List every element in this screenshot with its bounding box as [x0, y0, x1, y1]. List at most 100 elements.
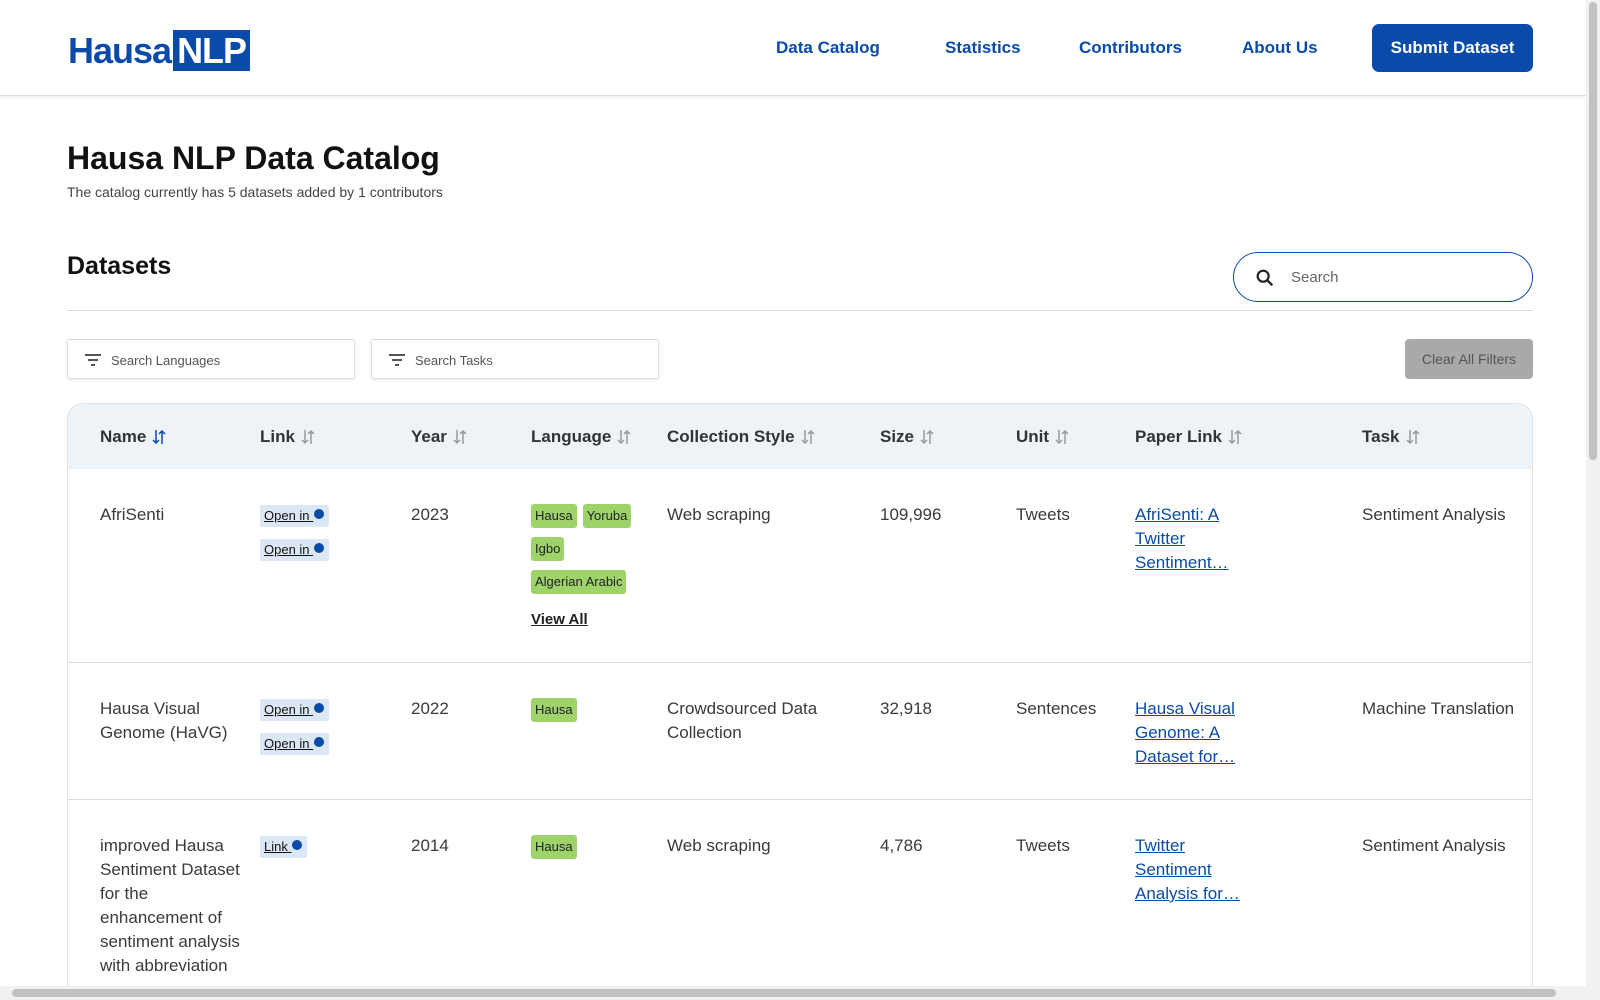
sort-icon[interactable]: [617, 428, 631, 446]
header: Hausa NLP Data Catalog Statistics Contrib…: [0, 0, 1586, 96]
nav-link[interactable]: Contributors: [1079, 38, 1182, 57]
task: Sentiment Analysis: [1362, 836, 1506, 855]
link-pill[interactable]: Open in: [260, 505, 330, 527]
language-tag: Yoruba: [582, 504, 632, 528]
search-box[interactable]: Search: [1233, 252, 1533, 302]
name-cell: Hausa Visual Genome (HaVG): [100, 663, 260, 769]
column-label: Collection Style: [667, 426, 795, 446]
submit-button[interactable]: Submit Dataset: [1372, 24, 1533, 72]
year-cell: 2023: [411, 469, 531, 632]
collection-style: Web scraping: [667, 505, 771, 524]
paper-link[interactable]: AfriSenti: A Twitter Sentiment…: [1135, 505, 1229, 572]
collection-cell: Crowdsourced Data Collection: [667, 663, 880, 769]
size-cell: 4,786: [880, 800, 1016, 978]
nav-link[interactable]: About Us: [1242, 38, 1318, 57]
unit: Tweets: [1016, 836, 1070, 855]
unit-cell: Sentences: [1016, 663, 1135, 769]
dataset-name: Hausa Visual Genome (HaVG): [100, 699, 228, 742]
dataset-name: AfriSenti: [100, 505, 165, 524]
paper-link[interactable]: Hausa Visual Genome: A Dataset for…: [1135, 699, 1236, 766]
year-cell: 2022: [411, 663, 531, 769]
link-icon: [314, 737, 325, 747]
size-cell: 32,918: [880, 663, 1016, 769]
year: 2022: [411, 699, 449, 718]
subtitle: The catalog currently has 5 datasets add…: [67, 184, 443, 200]
link-pill[interactable]: Link: [260, 836, 308, 858]
nav-link[interactable]: Statistics: [945, 38, 1021, 57]
language-filter[interactable]: Search Languages: [67, 339, 355, 379]
link-cell: Link: [260, 800, 411, 978]
link-cell: Open in Open in: [260, 663, 411, 769]
sort-icon[interactable]: [1228, 428, 1242, 446]
task-cell: Sentiment Analysis: [1362, 800, 1532, 978]
paper-link[interactable]: Twitter Sentiment Analysis for…: [1135, 836, 1240, 903]
viewport: Hausa NLP Data Catalog Statistics Contrib…: [0, 0, 1586, 986]
paper-cell: AfriSenti: A Twitter Sentiment…: [1135, 469, 1362, 632]
dataset-table: Name Link Year Language Collection Style Size…: [67, 403, 1533, 986]
search-placeholder: Search: [1291, 269, 1339, 286]
scroll-thumb[interactable]: [1589, 2, 1597, 460]
link-icon: [292, 840, 303, 850]
column-label: Name: [100, 426, 147, 446]
column-header[interactable]: Unit: [1016, 427, 1135, 447]
sort-icon[interactable]: [801, 428, 815, 446]
view-all-link[interactable]: View All: [531, 611, 588, 628]
sort-icon[interactable]: [453, 428, 467, 446]
column-label: Year: [411, 426, 447, 446]
task-filter[interactable]: Search Tasks: [371, 339, 659, 379]
size-cell: 109,996: [880, 469, 1016, 632]
link-icon: [314, 543, 325, 553]
size: 109,996: [880, 505, 942, 524]
language-cell: Hausa Yoruba Igbo Algerian Arabic View All: [531, 469, 667, 632]
sort-icon[interactable]: [1405, 428, 1420, 446]
logo[interactable]: Hausa NLP: [68, 30, 251, 72]
section-title: Datasets: [67, 252, 172, 280]
scroll-thumb[interactable]: [12, 989, 1556, 997]
language-tag: Igbo: [531, 537, 565, 561]
clear-filters-button[interactable]: Clear All Filters: [1405, 339, 1533, 379]
divider: [67, 310, 1533, 311]
language-tag: Hausa: [531, 835, 577, 859]
column-header[interactable]: Link: [260, 427, 411, 447]
logo-text: Hausa: [68, 30, 172, 71]
table-row: AfriSenti Open in Open in 2023 Hausa Yoruba…: [68, 469, 1532, 663]
paper-cell: Twitter Sentiment Analysis for…: [1135, 800, 1362, 978]
logo-text: NLP: [173, 30, 251, 71]
link-icon: [314, 703, 325, 713]
column-header[interactable]: Language: [531, 427, 667, 447]
link-pill[interactable]: Open in: [260, 733, 330, 755]
vertical-scrollbar[interactable]: [1586, 0, 1600, 1000]
collection-style: Crowdsourced Data Collection: [667, 699, 818, 742]
sort-icon[interactable]: [152, 428, 166, 446]
link-cell: Open in Open in: [260, 469, 411, 632]
column-label: Size: [880, 426, 915, 446]
unit: Sentences: [1016, 699, 1097, 718]
column-header[interactable]: Name: [100, 427, 260, 447]
sort-icon[interactable]: [301, 428, 315, 446]
collection-cell: Web scraping: [667, 469, 880, 632]
nav-link[interactable]: Data Catalog: [776, 38, 880, 57]
link-pill[interactable]: Open in: [260, 539, 330, 561]
page-title: Hausa NLP Data Catalog: [67, 140, 440, 176]
column-header[interactable]: Year: [411, 427, 531, 447]
column-header[interactable]: Paper Link: [1135, 427, 1362, 447]
language-cell: Hausa: [531, 663, 667, 769]
sort-icon[interactable]: [1055, 428, 1069, 446]
task: Machine Translation: [1362, 699, 1515, 718]
column-header[interactable]: Task: [1362, 427, 1532, 447]
filter-icon: [389, 354, 405, 366]
language-cell: Hausa: [531, 800, 667, 978]
filter-icon: [85, 354, 101, 366]
task-cell: Sentiment Analysis: [1362, 469, 1532, 632]
sort-icon[interactable]: [920, 428, 934, 446]
year: 2023: [411, 505, 449, 524]
filter-placeholder: Search Tasks: [415, 353, 493, 368]
column-header[interactable]: Size: [880, 427, 1016, 447]
name-cell: AfriSenti: [100, 469, 260, 632]
horizontal-scrollbar[interactable]: [0, 986, 1586, 1000]
column-header[interactable]: Collection Style: [667, 427, 880, 447]
column-label: Paper Link: [1135, 426, 1222, 446]
link-pill[interactable]: Open in: [260, 699, 330, 721]
dataset-name: improved Hausa Sentiment Dataset for the…: [100, 836, 240, 975]
